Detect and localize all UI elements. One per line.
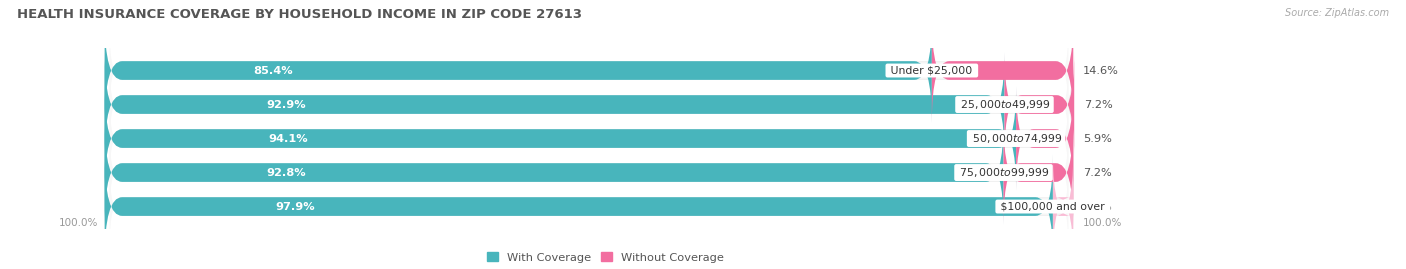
Text: 92.8%: 92.8%	[267, 168, 307, 178]
FancyBboxPatch shape	[104, 87, 1073, 190]
Text: $75,000 to $99,999: $75,000 to $99,999	[956, 166, 1050, 179]
Text: 5.9%: 5.9%	[1083, 133, 1112, 144]
FancyBboxPatch shape	[1017, 87, 1073, 190]
Text: 85.4%: 85.4%	[253, 66, 294, 76]
FancyBboxPatch shape	[932, 19, 1073, 122]
FancyBboxPatch shape	[110, 30, 1069, 111]
FancyBboxPatch shape	[104, 53, 1004, 156]
Text: 92.9%: 92.9%	[267, 100, 307, 109]
Text: 100.0%: 100.0%	[1083, 218, 1122, 228]
Text: 97.9%: 97.9%	[276, 201, 315, 211]
Text: HEALTH INSURANCE COVERAGE BY HOUSEHOLD INCOME IN ZIP CODE 27613: HEALTH INSURANCE COVERAGE BY HOUSEHOLD I…	[17, 8, 582, 21]
FancyBboxPatch shape	[104, 155, 1073, 259]
Text: 100.0%: 100.0%	[59, 218, 98, 228]
Text: $100,000 and over: $100,000 and over	[997, 201, 1108, 211]
FancyBboxPatch shape	[110, 166, 1069, 247]
FancyBboxPatch shape	[104, 121, 1073, 224]
Text: 7.2%: 7.2%	[1084, 100, 1112, 109]
Text: $25,000 to $49,999: $25,000 to $49,999	[957, 98, 1052, 111]
FancyBboxPatch shape	[110, 98, 1069, 179]
FancyBboxPatch shape	[104, 19, 932, 122]
FancyBboxPatch shape	[110, 64, 1069, 145]
Text: 14.6%: 14.6%	[1083, 66, 1119, 76]
Legend: With Coverage, Without Coverage: With Coverage, Without Coverage	[486, 252, 724, 263]
FancyBboxPatch shape	[104, 19, 1073, 122]
Text: 2.1%: 2.1%	[1083, 201, 1112, 211]
FancyBboxPatch shape	[104, 87, 1017, 190]
Text: 94.1%: 94.1%	[269, 133, 308, 144]
FancyBboxPatch shape	[1004, 121, 1073, 224]
FancyBboxPatch shape	[104, 53, 1073, 156]
Text: Source: ZipAtlas.com: Source: ZipAtlas.com	[1285, 8, 1389, 18]
FancyBboxPatch shape	[1053, 155, 1073, 259]
FancyBboxPatch shape	[110, 132, 1069, 213]
Text: $50,000 to $74,999: $50,000 to $74,999	[969, 132, 1063, 145]
FancyBboxPatch shape	[104, 155, 1053, 259]
FancyBboxPatch shape	[1004, 53, 1074, 156]
Text: Under $25,000: Under $25,000	[887, 66, 976, 76]
Text: 7.2%: 7.2%	[1083, 168, 1112, 178]
FancyBboxPatch shape	[104, 121, 1004, 224]
